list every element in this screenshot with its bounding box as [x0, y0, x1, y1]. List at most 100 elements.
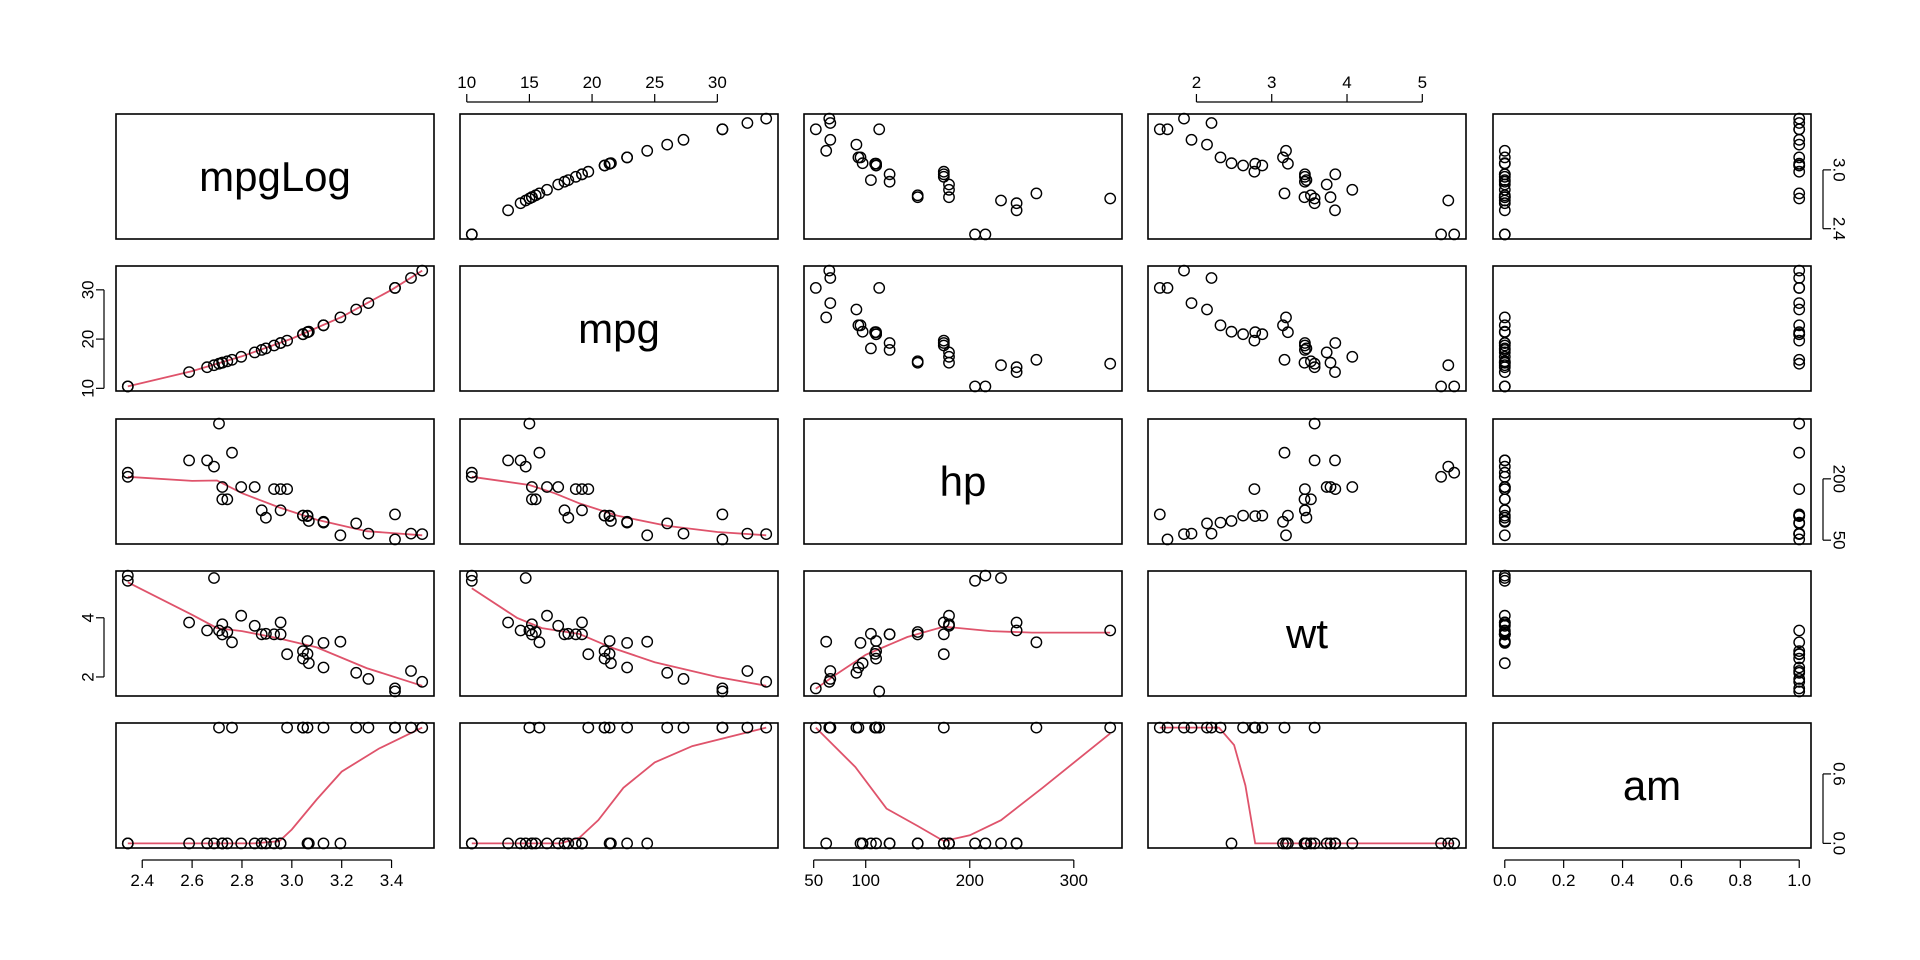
point-mpg-vs-wt	[1299, 343, 1311, 356]
point-hp-vs-mpglog	[389, 508, 401, 521]
point-am-vs-mpg	[514, 837, 527, 850]
point-mpg-vs-mpglog	[268, 339, 280, 352]
bottom-tick-label-am: 0.4	[1611, 871, 1635, 890]
point-wt-vs-mpglog	[208, 572, 220, 584]
point-wt-vs-mpg	[514, 624, 527, 637]
panel-frames	[115, 113, 1812, 849]
right-tick-label-mpglog: 2.4	[1830, 217, 1849, 241]
point-hp-vs-mpg	[741, 527, 754, 540]
point-am-vs-wt	[1178, 721, 1190, 734]
point-wt-vs-am	[1498, 628, 1511, 641]
point-mpg-vs-hp	[1010, 366, 1023, 378]
point-hp-vs-am	[1498, 529, 1511, 542]
point-wt-vs-am	[1793, 682, 1806, 695]
top-tick-label-mpg: 30	[708, 73, 727, 92]
point-mpglog-vs-wt	[1448, 228, 1461, 241]
point-am-vs-wt	[1153, 721, 1166, 734]
point-mpg-vs-mpglog	[274, 337, 287, 349]
point-mpg-vs-mpglog	[301, 326, 314, 339]
point-wt-vs-hp	[937, 648, 950, 661]
point-mpg-vs-hp	[854, 319, 867, 332]
point-mpg-vs-mpglog	[248, 346, 261, 359]
point-hp-vs-wt	[1448, 466, 1461, 479]
panel-frame-mpglog-vs-mpg	[459, 113, 779, 240]
point-mpg-vs-wt	[1256, 328, 1269, 341]
point-mpg-vs-am	[1498, 325, 1511, 338]
point-mpg-vs-mpglog	[362, 297, 375, 309]
point-mpglog-vs-hp	[823, 112, 836, 125]
point-hp-vs-wt	[1308, 454, 1321, 467]
point-wt-vs-hp	[937, 628, 950, 641]
point-wt-vs-mpglog	[389, 682, 401, 695]
point-hp-vs-wt	[1346, 481, 1359, 493]
point-am-vs-mpg	[558, 837, 571, 850]
point-mpglog-vs-wt	[1214, 151, 1227, 164]
point-wt-vs-mpglog	[317, 661, 330, 674]
point-hp-vs-wt	[1320, 481, 1333, 493]
point-mpg-vs-wt	[1280, 311, 1292, 324]
point-mpg-vs-hp	[873, 281, 886, 294]
point-wt-vs-mpglog	[301, 635, 314, 647]
point-wt-vs-hp	[979, 569, 992, 582]
point-mpglog-vs-hp	[869, 157, 881, 170]
point-hp-vs-wt	[1329, 454, 1341, 467]
point-mpg-vs-am	[1793, 264, 1806, 277]
point-am-vs-hp	[809, 721, 822, 734]
point-mpglog-vs-hp	[1010, 197, 1023, 210]
point-hp-vs-mpg	[661, 517, 674, 530]
point-hp-vs-wt	[1185, 527, 1198, 540]
point-mpg-vs-hp	[824, 297, 837, 309]
point-wt-vs-mpglog	[389, 685, 401, 698]
point-am-vs-wt	[1346, 837, 1359, 850]
point-wt-vs-mpg	[576, 628, 588, 641]
point-wt-vs-mpglog	[274, 616, 287, 629]
point-mpg-vs-am	[1498, 311, 1511, 324]
point-mpglog-vs-hp	[824, 117, 837, 129]
point-mpg-vs-hp	[937, 334, 950, 347]
point-hp-vs-mpglog	[317, 515, 330, 528]
point-mpglog-vs-am	[1793, 138, 1806, 151]
point-mpg-vs-wt	[1161, 281, 1174, 294]
point-am-vs-wt	[1448, 837, 1461, 850]
point-wt-vs-hp	[1010, 616, 1023, 629]
variable-label-mpglog: mpgLog	[199, 153, 351, 200]
point-wt-vs-mpglog	[226, 636, 238, 649]
point-mpg-vs-wt	[1324, 356, 1337, 369]
point-mpglog-vs-wt	[1178, 112, 1190, 125]
point-mpg-vs-hp	[1104, 357, 1117, 370]
point-am-vs-mpglog	[268, 837, 280, 850]
point-mpglog-vs-wt	[1346, 183, 1359, 196]
point-mpglog-vs-wt	[1278, 187, 1291, 200]
point-mpg-vs-wt	[1205, 272, 1218, 284]
point-am-vs-wt	[1214, 721, 1227, 734]
bottom-tick-label-mpglog: 2.4	[130, 871, 154, 890]
point-wt-vs-mpg	[641, 635, 654, 648]
point-am-vs-mpglog	[350, 721, 363, 734]
point-mpg-vs-hp	[850, 303, 863, 316]
point-mpglog-vs-hp	[854, 151, 867, 164]
point-hp-vs-mpg	[526, 493, 538, 506]
point-wt-vs-hp	[1030, 636, 1043, 649]
point-hp-vs-wt	[1278, 446, 1291, 459]
point-mpg-vs-am	[1498, 337, 1511, 349]
point-am-vs-hp	[937, 721, 950, 734]
point-hp-vs-mpg	[716, 533, 729, 546]
point-mpglog-vs-mpg	[576, 168, 588, 181]
point-wt-vs-mpg	[569, 628, 582, 641]
smoother-hp-vs-mpg	[471, 475, 767, 537]
point-hp-vs-mpglog	[281, 483, 293, 495]
point-am-vs-mpg	[741, 721, 754, 734]
point-hp-vs-mpg	[558, 504, 571, 517]
point-hp-vs-mpglog	[416, 528, 429, 540]
point-hp-vs-wt	[1300, 511, 1313, 524]
point-wt-vs-mpglog	[255, 628, 268, 641]
point-mpg-vs-am	[1793, 326, 1806, 339]
point-mpglog-vs-am	[1793, 123, 1806, 136]
point-mpg-vs-wt	[1248, 334, 1261, 347]
point-mpg-vs-hp	[809, 281, 822, 294]
point-hp-vs-mpg	[569, 483, 582, 495]
point-mpglog-vs-mpg	[641, 144, 654, 157]
point-mpg-vs-hp	[869, 326, 881, 339]
point-wt-vs-mpg	[605, 657, 617, 670]
